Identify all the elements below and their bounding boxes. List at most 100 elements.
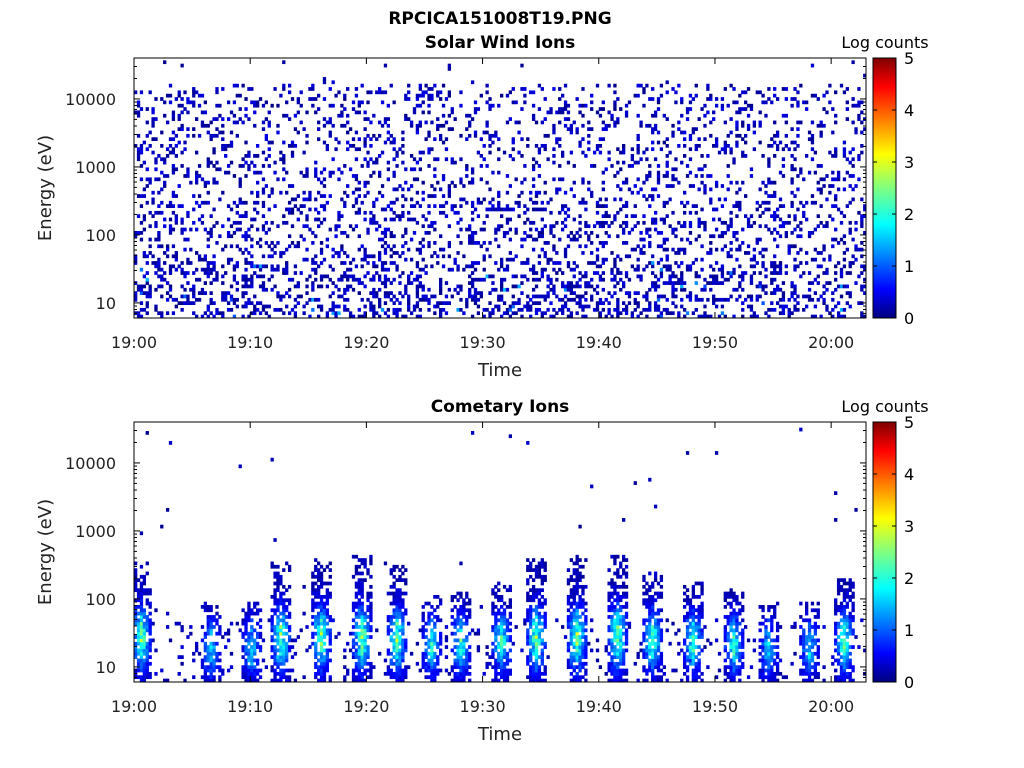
spectrogram-cell	[360, 561, 364, 566]
spectrogram-cell	[287, 83, 292, 88]
spectrogram-cell	[151, 123, 155, 128]
spectrogram-cell	[697, 224, 701, 229]
spectrogram-cell	[688, 291, 693, 295]
spectrogram-cell	[226, 204, 231, 208]
spectrogram-cell	[189, 247, 193, 252]
spectrogram-cell	[665, 237, 669, 242]
spectrogram-cell	[285, 615, 289, 619]
spectrogram-cell	[714, 137, 719, 142]
spectrogram-cell	[436, 93, 440, 98]
spectrogram-cell	[383, 561, 388, 566]
spectrogram-cell	[250, 277, 254, 282]
spectrogram-cell	[296, 100, 300, 105]
spectrogram-cell	[308, 197, 312, 202]
spectrogram-cell	[662, 237, 666, 242]
spectrogram-cell	[488, 274, 492, 279]
spectrogram-cell	[264, 304, 269, 309]
spectrogram-cell	[488, 150, 492, 155]
spectrogram-cell	[209, 133, 213, 138]
spectrogram-cell	[450, 598, 454, 603]
spectrogram-cell	[537, 254, 542, 259]
spectrogram-cell	[601, 307, 605, 312]
spectrogram-cell	[476, 304, 481, 309]
spectrogram-cell	[409, 651, 414, 656]
spectrogram-cell	[325, 244, 330, 249]
spectrogram-cell	[738, 244, 742, 249]
spectrogram-cell	[793, 287, 797, 292]
spectrogram-cell	[485, 247, 489, 252]
spectrogram-cell	[860, 130, 864, 135]
spectrogram-cell	[453, 621, 457, 626]
spectrogram-cell	[244, 628, 248, 633]
spectrogram-cell	[372, 254, 376, 259]
spectrogram-cell	[558, 307, 562, 312]
spectrogram-cell	[810, 137, 815, 142]
spectrogram-cell	[497, 204, 501, 208]
spectrogram-cell	[163, 678, 167, 683]
spectrogram-cell	[203, 601, 208, 606]
spectrogram-cell	[285, 267, 289, 272]
spectrogram-cell	[790, 97, 794, 101]
spectrogram-cell	[273, 625, 277, 629]
spectrogram-cell	[282, 294, 286, 299]
spectrogram-cell	[534, 120, 539, 125]
spectrogram-cell	[671, 230, 675, 235]
spectrogram-cell	[555, 294, 559, 299]
spectrogram-cell	[540, 271, 544, 275]
spectrogram-cell	[665, 297, 669, 302]
spectrogram-cell	[555, 261, 559, 265]
spectrogram-cell	[517, 194, 521, 198]
spectrogram-cell	[360, 678, 364, 683]
spectrogram-cell	[831, 154, 835, 158]
spectrogram-cell	[497, 207, 501, 212]
spectrogram-cell	[200, 120, 205, 125]
spectrogram-cell	[256, 210, 260, 215]
spectrogram-cell	[424, 635, 428, 639]
spectrogram-cell	[180, 625, 184, 629]
spectrogram-cell	[729, 254, 733, 259]
spectrogram-cell	[351, 655, 356, 659]
spectrogram-cell	[450, 668, 454, 673]
spectrogram-cell	[378, 277, 382, 282]
spectrogram-cell	[456, 671, 460, 676]
spectrogram-cell	[168, 204, 173, 208]
spectrogram-cell	[453, 671, 457, 676]
spectrogram-cell	[250, 237, 254, 242]
spectrogram-cell	[314, 167, 318, 172]
spectrogram-cell	[192, 291, 196, 295]
spectrogram-cell	[154, 648, 158, 653]
spectrogram-cell	[581, 137, 585, 142]
spectrogram-cell	[261, 164, 266, 168]
spectrogram-cell	[793, 297, 797, 302]
spectrogram-cell	[244, 267, 248, 272]
spectrogram-cell	[357, 591, 361, 596]
spectrogram-cell	[787, 147, 791, 152]
spectrogram-cell	[470, 234, 475, 239]
spectrogram-cell	[212, 668, 216, 673]
spectrogram-cell	[424, 120, 428, 125]
spectrogram-cell	[139, 675, 144, 680]
spectrogram-cell	[244, 230, 248, 235]
spectrogram-cell	[549, 230, 553, 235]
spectrogram-cell	[653, 123, 658, 128]
spectrogram-cell	[171, 167, 176, 172]
spectrogram-cell	[363, 564, 367, 569]
spectrogram-cell	[383, 291, 388, 295]
spectrogram-cell	[180, 220, 184, 225]
spectrogram-cell	[534, 200, 539, 205]
spectrogram-cell	[796, 103, 800, 108]
spectrogram-cell	[758, 90, 762, 95]
spectrogram-cell	[543, 147, 547, 152]
spectrogram-cell	[857, 113, 861, 118]
spectrogram-cell	[700, 107, 704, 111]
spectrogram-cell	[285, 608, 289, 613]
spectrogram-cell	[688, 267, 693, 272]
spectrogram-cell	[700, 287, 704, 292]
spectrogram-cell	[810, 157, 815, 162]
spectrogram-cell	[703, 137, 707, 142]
spectrogram-cell	[337, 217, 341, 222]
spectrogram-cell	[163, 217, 167, 222]
spectrogram-cell	[537, 207, 542, 212]
spectrogram-cell	[343, 107, 347, 111]
spectrogram-cell	[282, 160, 286, 165]
